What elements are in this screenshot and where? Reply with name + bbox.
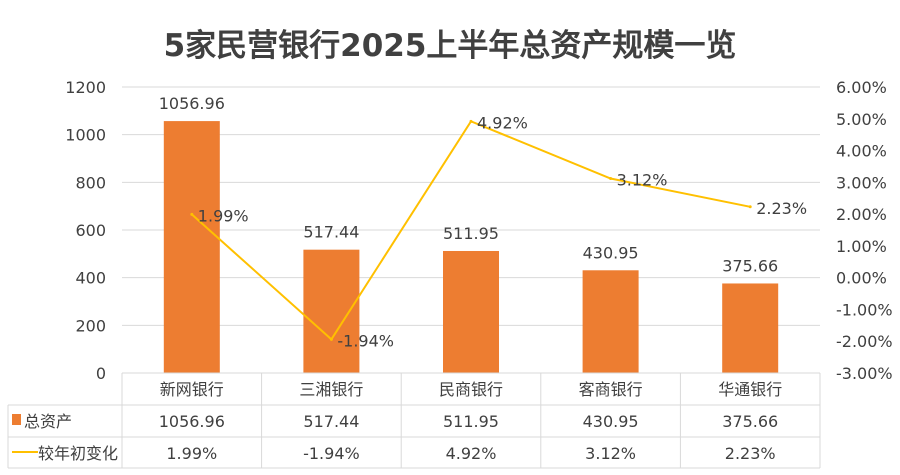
bar — [303, 249, 360, 373]
table-cell-bar-value: 511.95 — [443, 412, 499, 431]
line-data-label: 2.23% — [756, 199, 807, 218]
line-point — [469, 119, 473, 123]
left-axis-tick-label: 1000 — [65, 126, 106, 145]
line-data-label: -1.94% — [337, 331, 394, 350]
line-point — [609, 177, 613, 181]
right-axis-tick-label: 5.00% — [836, 110, 887, 129]
left-axis-tick-label: 200 — [75, 316, 106, 335]
table-cell-line-value: 4.92% — [446, 444, 497, 463]
right-axis-tick-label: 1.00% — [836, 237, 887, 256]
bar — [582, 270, 639, 373]
category-label: 华通银行 — [718, 380, 782, 399]
right-axis-tick-label: 6.00% — [836, 78, 887, 97]
table-cell-bar-value: 430.95 — [583, 412, 639, 431]
left-axis-tick-label: 400 — [75, 269, 106, 288]
right-axis-tick-label: 2.00% — [836, 205, 887, 224]
bar-data-label: 517.44 — [303, 223, 359, 242]
bar-data-label: 430.95 — [583, 243, 639, 262]
bar-data-label: 1056.96 — [159, 94, 225, 113]
left-axis-tick-label: 1200 — [65, 78, 106, 97]
line-point — [190, 212, 194, 216]
row-header-line: 较年初变化 — [38, 444, 118, 463]
table-cell-bar-value: 517.44 — [303, 412, 359, 431]
right-axis-tick-label: 3.00% — [836, 173, 887, 192]
left-axis-tick-label: 0 — [96, 364, 106, 383]
category-label: 新网银行 — [160, 380, 224, 399]
bar-data-label: 511.95 — [443, 224, 499, 243]
table-cell-line-value: 1.99% — [166, 444, 217, 463]
right-axis-tick-label: -1.00% — [836, 300, 893, 319]
table-cell-line-value: 3.12% — [585, 444, 636, 463]
bar-series: 1056.96 517.44 511.95 430.95 375.66 — [159, 94, 779, 373]
table-cell-line-value: -1.94% — [303, 444, 360, 463]
left-axis-tick-label: 800 — [75, 173, 106, 192]
bar — [163, 121, 220, 373]
line-data-label: 3.12% — [617, 171, 668, 190]
left-axis-tick-label: 600 — [75, 221, 106, 240]
line-data-label: 1.99% — [198, 206, 249, 225]
category-label: 客商银行 — [579, 380, 643, 399]
right-axis-tick-label: -2.00% — [836, 332, 893, 351]
right-axis-tick-label: 0.00% — [836, 269, 887, 288]
line-point — [748, 205, 752, 209]
table-cell-bar-value: 1056.96 — [159, 412, 225, 431]
bar — [722, 283, 779, 373]
right-axis-tick-label: -3.00% — [836, 364, 893, 383]
legend-key-bar — [12, 414, 21, 425]
line-series: 1.99% -1.94% 4.92% 3.12% 2.23% — [190, 113, 807, 350]
line-point — [329, 337, 333, 341]
line-data-label: 4.92% — [477, 113, 528, 132]
row-header-bar: 总资产 — [24, 412, 72, 431]
category-label: 民商银行 — [439, 380, 503, 399]
bar — [443, 250, 499, 373]
right-axis-tick-label: 4.00% — [836, 142, 887, 161]
axes: 0 200 400 600 800 1000 1200 -3.00% -2.00% -1.00% 0… — [65, 78, 892, 383]
bar-data-label: 375.66 — [722, 256, 778, 275]
category-label: 三湘银行 — [299, 380, 363, 399]
chart-title: 5家民营银行2025上半年总资产规模一览 — [164, 28, 737, 64]
table-cell-line-value: 2.23% — [725, 444, 776, 463]
table-cell-bar-value: 375.66 — [722, 412, 778, 431]
